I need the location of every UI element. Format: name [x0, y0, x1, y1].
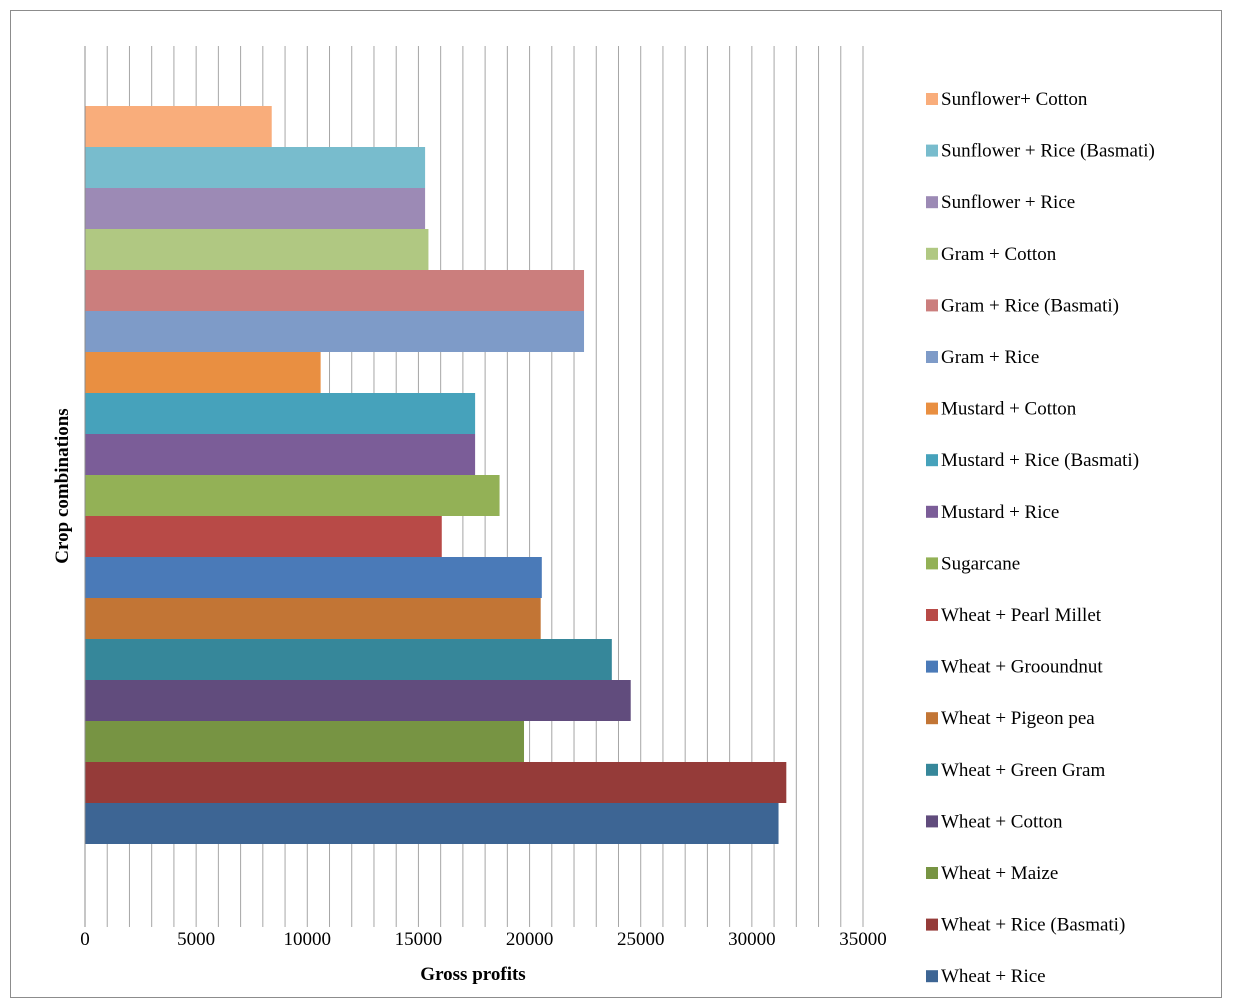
y-axis-title: Crop combinations — [52, 408, 73, 563]
bar — [85, 475, 500, 516]
bar — [85, 393, 476, 434]
legend-item: Wheat + Rice — [926, 966, 1046, 987]
legend-swatch — [926, 712, 938, 725]
legend-swatch — [926, 918, 938, 931]
legend-item: Sunflower + Rice (Basmati) — [926, 141, 1155, 162]
bar — [85, 680, 631, 721]
legend-item: Mustard + Rice (Basmati) — [926, 450, 1139, 471]
x-tick-label: 0 — [80, 929, 90, 950]
bar — [85, 311, 585, 352]
legend-label: Wheat + Grooundnut — [941, 657, 1103, 678]
legend-label: Sunflower + Rice (Basmati) — [941, 141, 1155, 162]
legend-label: Mustard + Rice — [941, 502, 1059, 523]
bars — [85, 106, 787, 844]
legend-swatch — [926, 970, 938, 983]
x-tick-label: 35000 — [839, 929, 887, 950]
bar — [85, 434, 476, 475]
x-axis-title: Gross profits — [420, 964, 525, 985]
legend-item: Mustard + Rice — [926, 502, 1059, 523]
x-tick-label: 20000 — [506, 929, 554, 950]
legend-item: Wheat + Pigeon pea — [926, 708, 1095, 729]
legend-label: Gram + Rice — [941, 347, 1039, 368]
legend-label: Gram + Rice (Basmati) — [941, 295, 1119, 316]
legend-swatch — [926, 660, 938, 673]
bar — [85, 557, 542, 598]
legend-swatch — [926, 351, 938, 363]
x-tick-label: 15000 — [395, 929, 443, 950]
bar — [85, 721, 525, 762]
x-tick-label: 30000 — [728, 929, 776, 950]
bar — [85, 106, 272, 147]
legend-swatch — [926, 196, 938, 209]
legend-swatch — [926, 815, 938, 828]
legend: Sunflower+ Cotton Sunflower + Rice (Basma… — [926, 89, 1155, 987]
legend-label: Wheat + Pigeon pea — [941, 708, 1095, 729]
legend-item: Wheat + Maize — [926, 863, 1058, 884]
legend-label: Mustard + Cotton — [941, 399, 1077, 420]
legend-swatch — [926, 93, 938, 105]
bar-chart: 0 5000 10000 15000 20000 25000 30000 35000 Sunf… — [52, 46, 1155, 987]
bar — [85, 188, 426, 229]
legend-item: Gram + Cotton — [926, 244, 1057, 265]
legend-item: Wheat + Green Gram — [926, 760, 1105, 781]
legend-item: Sunflower+ Cotton — [926, 89, 1088, 110]
legend-label: Wheat + Maize — [941, 863, 1058, 884]
legend-item: Gram + Rice — [926, 347, 1039, 368]
bar — [85, 352, 321, 393]
bar — [85, 229, 429, 270]
bar — [85, 762, 787, 803]
legend-label: Sunflower + Rice — [941, 192, 1075, 213]
legend-label: Wheat + Cotton — [941, 811, 1063, 832]
legend-item: Wheat + Rice (Basmati) — [926, 915, 1125, 936]
chart-frame: 0 5000 10000 15000 20000 25000 30000 35000 Sunf… — [10, 10, 1222, 998]
x-tick-label: 10000 — [284, 929, 332, 950]
legend-swatch — [926, 144, 938, 157]
legend-label: Wheat + Rice — [941, 966, 1046, 987]
bar — [85, 598, 541, 639]
legend-label: Wheat + Pearl Millet — [941, 605, 1102, 626]
legend-swatch — [926, 557, 938, 570]
legend-swatch — [926, 867, 938, 879]
bar — [85, 516, 442, 557]
legend-swatch — [926, 763, 938, 776]
legend-label: Wheat + Rice (Basmati) — [941, 915, 1125, 936]
legend-swatch — [926, 454, 938, 467]
x-tick-label: 25000 — [617, 929, 665, 950]
bar — [85, 270, 585, 311]
bar — [85, 147, 426, 188]
legend-swatch — [926, 505, 938, 518]
legend-swatch — [926, 609, 938, 621]
legend-label: Sugarcane — [941, 553, 1020, 574]
legend-swatch — [926, 247, 938, 260]
bar — [85, 803, 779, 844]
legend-label: Wheat + Green Gram — [941, 760, 1105, 781]
legend-item: Wheat + Grooundnut — [926, 657, 1103, 678]
legend-item: Mustard + Cotton — [926, 399, 1077, 420]
legend-label: Sunflower+ Cotton — [941, 89, 1088, 110]
legend-item: Sunflower + Rice — [926, 192, 1075, 213]
legend-item: Wheat + Pearl Millet — [926, 605, 1102, 626]
x-tick-label: 5000 — [177, 929, 215, 950]
legend-swatch — [926, 402, 938, 415]
x-tick-labels: 0 5000 10000 15000 20000 25000 30000 35000 — [80, 929, 887, 950]
legend-item: Gram + Rice (Basmati) — [926, 295, 1119, 316]
legend-label: Gram + Cotton — [941, 244, 1057, 265]
legend-swatch — [926, 299, 938, 312]
legend-item: Wheat + Cotton — [926, 811, 1063, 832]
bar — [85, 639, 612, 680]
legend-label: Mustard + Rice (Basmati) — [941, 450, 1139, 471]
legend-item: Sugarcane — [926, 553, 1020, 574]
